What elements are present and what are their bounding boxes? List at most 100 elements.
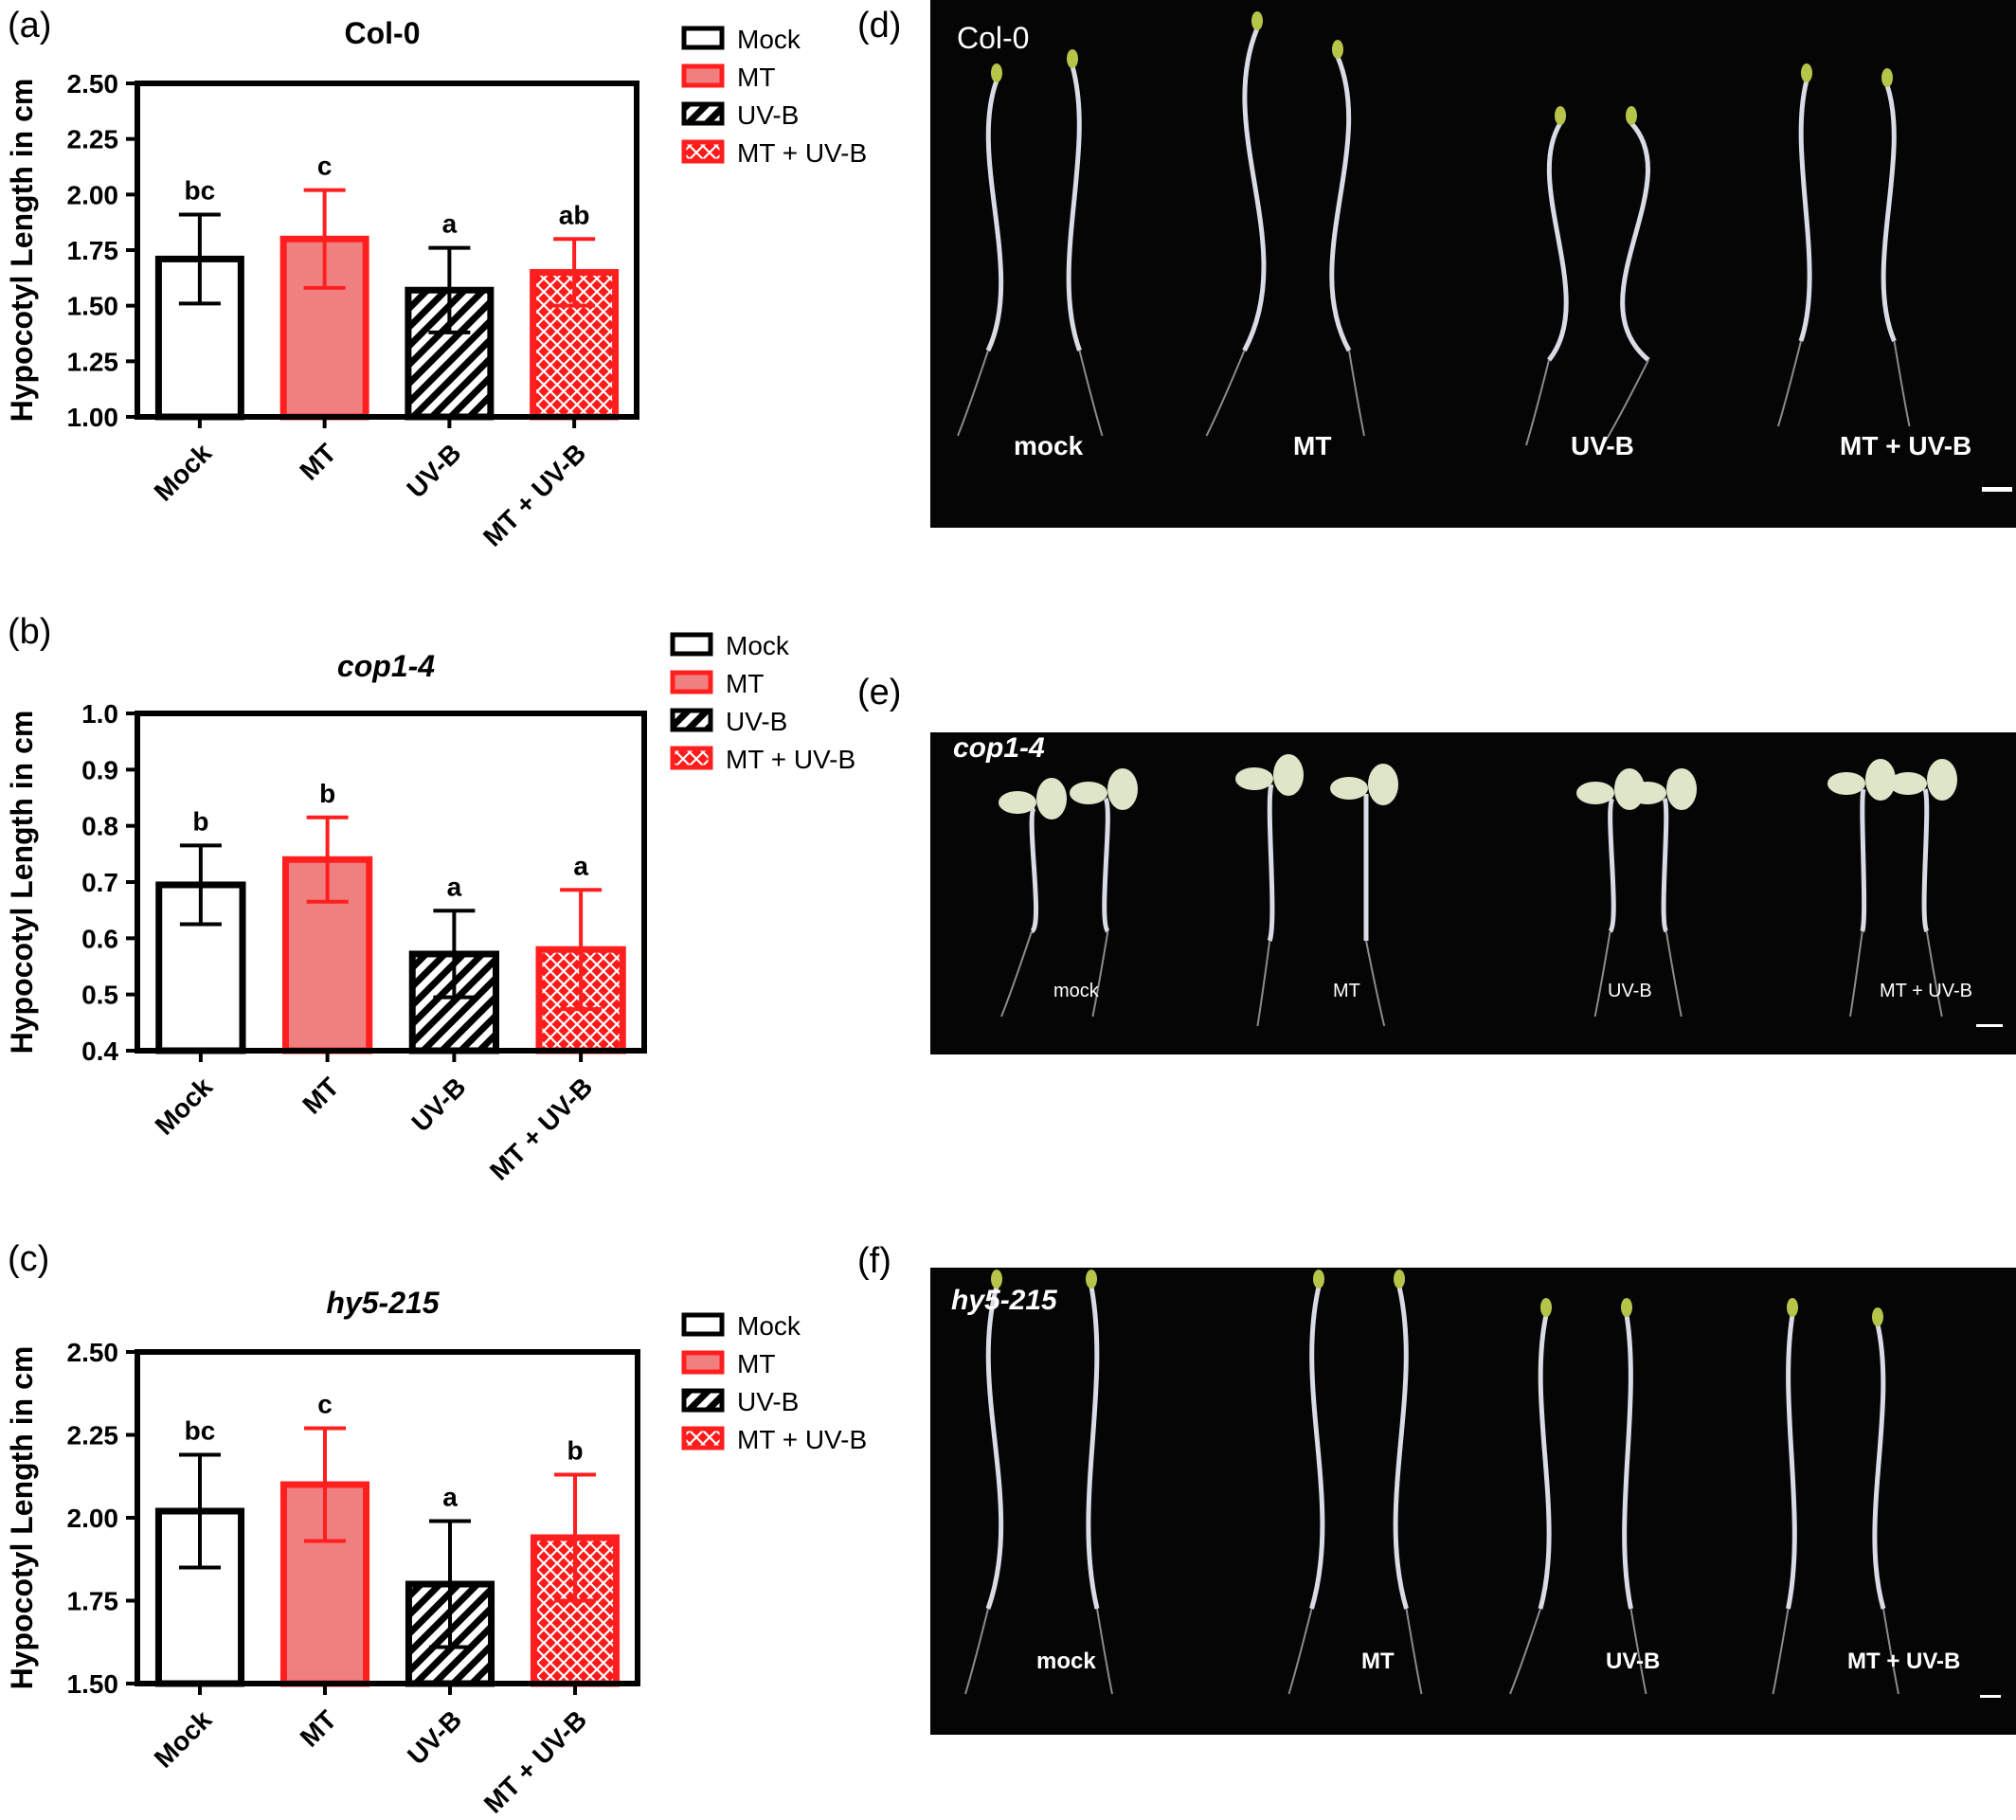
legend-swatch	[681, 26, 725, 50]
photo-label-mt: MT	[1333, 981, 1360, 1001]
x-tick-label: MT + UV-B	[484, 1072, 598, 1185]
legend-label: MT + UV-B	[737, 138, 867, 168]
photo-title: Col-0	[957, 21, 1030, 55]
seedling-photo-col0: Col-0 mock MT UV-B MT + UV-B	[930, 0, 2016, 528]
legend-swatch	[681, 139, 725, 164]
y-tick-label: 1.50	[67, 1669, 119, 1699]
legend-swatch	[681, 1388, 725, 1413]
seedling	[1393, 1270, 1423, 1695]
y-axis-label: Hypocotyl Length in cm	[5, 711, 39, 1054]
legend-swatch	[681, 63, 725, 88]
legend-label: MT + UV-B	[726, 745, 855, 774]
seedling	[1881, 68, 1911, 427]
seedling-drawing	[999, 754, 1957, 1027]
panel-label-e: (e)	[857, 673, 902, 712]
y-tick-label: 0.7	[81, 868, 118, 897]
x-tick-label: UV-B	[402, 1704, 467, 1770]
seedling	[1576, 768, 1645, 1018]
seedling	[1070, 768, 1138, 1018]
seedling	[1509, 1298, 1552, 1695]
significance-letter: ab	[559, 200, 590, 229]
seedling	[1772, 1298, 1798, 1695]
scale-bar	[1980, 1695, 2001, 1698]
photo-label-uvb: UV-B	[1606, 1649, 1661, 1674]
photo-label-uvb: UV-B	[1571, 431, 1634, 460]
seedling-photo-hy5-215: hy5-215 mock MT UV-B MT + UV-B	[930, 1268, 2016, 1735]
x-tick-label: Mock	[149, 1704, 218, 1774]
photo-label-uvb: UV-B	[1608, 981, 1652, 1001]
y-axis-label: Hypocotyl Length in cm	[5, 79, 39, 423]
seedling	[964, 1270, 1004, 1695]
photo-label-mock: mock	[1014, 431, 1084, 460]
photo-label-mock: mock	[1036, 1649, 1096, 1674]
photo-label-mock: mock	[1053, 981, 1099, 1001]
x-tick-label: MT	[297, 1072, 345, 1120]
legend-label: MT	[726, 669, 764, 698]
seedling-photo-cop1-4: cop1-4 mock MT UV-B MT + UV-B	[930, 732, 2016, 1054]
x-tick-label: MT + UV-B	[477, 438, 591, 551]
legend-swatch	[670, 670, 713, 694]
y-tick-label: 1.25	[67, 347, 119, 376]
seedling	[1287, 1270, 1325, 1695]
seedling	[1621, 1298, 1647, 1695]
y-tick-label: 1.0	[81, 699, 118, 729]
legend-swatch	[681, 1312, 725, 1337]
chart-cop1-4: cop1-4 Hypocotyl Length in cm 0.4 0.5 0.6 0.7…	[5, 631, 855, 1186]
y-tick-label: 0.6	[81, 924, 118, 953]
plot-frame	[135, 711, 647, 1054]
y-tick-label: 0.5	[81, 981, 118, 1010]
legend-swatch	[681, 1426, 725, 1451]
photo-title: hy5-215	[951, 1285, 1057, 1316]
legend-swatch	[681, 101, 725, 126]
significance-letter: a	[447, 872, 462, 901]
legend-swatch	[681, 1350, 725, 1375]
seedling	[1066, 49, 1104, 437]
legend-swatch	[670, 746, 713, 770]
significance-letter: a	[442, 1483, 458, 1512]
x-tick-label: Mock	[150, 1072, 219, 1141]
chart-title: Col-0	[345, 16, 421, 50]
legend-swatch	[670, 708, 713, 732]
plot-frame	[135, 1349, 640, 1686]
seedling	[1889, 759, 1957, 1018]
y-tick-label: 1.75	[67, 1587, 119, 1616]
panel-label-a: (a)	[8, 6, 52, 45]
seedling	[1525, 106, 1569, 446]
legend-label: MT	[737, 63, 775, 92]
y-tick-label: 2.50	[67, 1338, 119, 1367]
seedling	[1329, 40, 1365, 437]
seedling	[1330, 764, 1398, 1027]
y-tick-label: 2.25	[67, 125, 119, 154]
y-axis-label: Hypocotyl Length in cm	[5, 1346, 39, 1690]
x-tick-label: MT	[294, 438, 342, 486]
scale-bar	[1982, 487, 2012, 492]
photo-label-mt-uvb: MT + UV-B	[1840, 431, 1972, 460]
significance-letter: c	[317, 1390, 333, 1419]
chart-col0: Col-0 Hypocotyl Length in cm 1.00 1.25 1.50 1…	[5, 16, 867, 552]
panel-label-f: (f)	[857, 1241, 891, 1281]
legend-label: UV-B	[726, 707, 787, 736]
panel-label-c: (c)	[8, 1239, 50, 1279]
seedling	[1602, 106, 1650, 446]
x-tick-label: UV-B	[401, 438, 466, 503]
chart-title: hy5-215	[326, 1286, 440, 1320]
legend-label: UV-B	[737, 100, 799, 130]
significance-letter: a	[573, 851, 588, 880]
seedling	[1235, 754, 1304, 1027]
seedling-drawing	[957, 11, 1911, 446]
seedling	[957, 63, 1004, 437]
seedling	[1827, 759, 1896, 1018]
seedling	[999, 778, 1067, 1018]
x-tick-label: MT	[295, 1704, 343, 1753]
significance-letter: bc	[185, 1416, 216, 1446]
legend-label: UV-B	[737, 1387, 799, 1416]
seedling	[1777, 63, 1812, 427]
scale-bar	[1976, 1024, 2003, 1027]
legend-label: Mock	[737, 25, 801, 54]
significance-letter: bc	[185, 175, 216, 205]
panel-label-d: (d)	[857, 6, 902, 45]
photo-title: cop1-4	[953, 732, 1045, 764]
x-tick-label: UV-B	[405, 1072, 471, 1137]
seedling	[1629, 768, 1697, 1018]
legend-label: MT + UV-B	[737, 1425, 867, 1454]
